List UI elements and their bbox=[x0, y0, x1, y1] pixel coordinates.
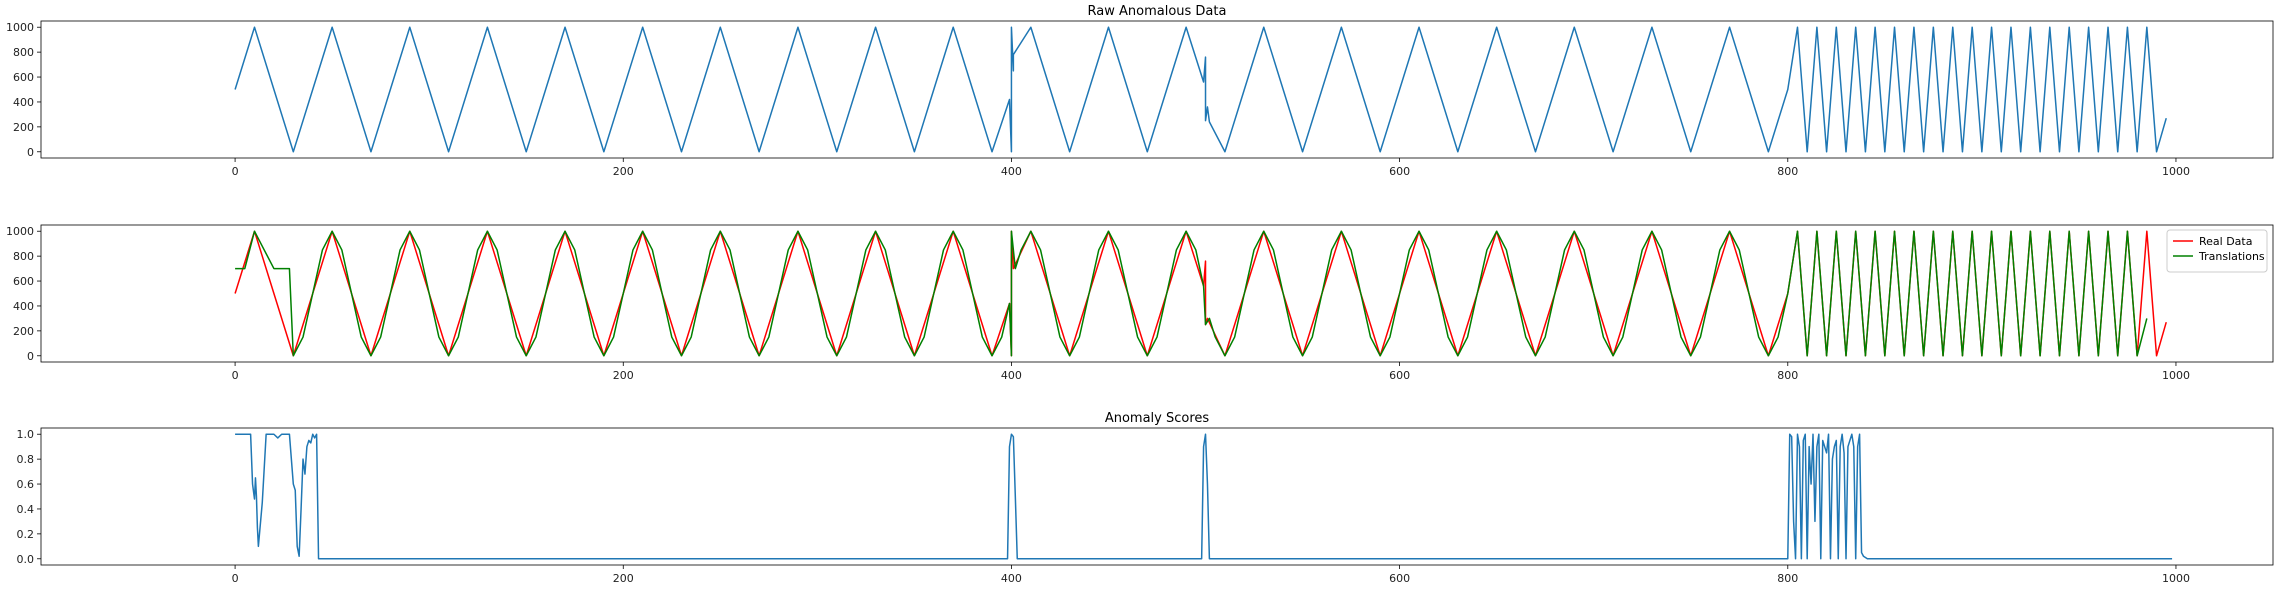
x-tick-label: 0 bbox=[232, 572, 239, 585]
x-tick-label: 800 bbox=[1777, 572, 1798, 585]
y-tick-label: 200 bbox=[13, 325, 34, 338]
y-tick-label: 1000 bbox=[6, 21, 34, 34]
x-tick-label: 400 bbox=[1001, 369, 1022, 382]
y-tick-label: 0 bbox=[27, 350, 34, 363]
axes-frame bbox=[40, 20, 2274, 159]
legend-label: Translations bbox=[2198, 250, 2265, 263]
x-tick-label: 1000 bbox=[2162, 572, 2190, 585]
chart-title: Anomaly Scores bbox=[1105, 411, 1210, 426]
y-tick-label: 0.8 bbox=[17, 453, 35, 466]
y-tick-label: 1000 bbox=[6, 225, 34, 238]
x-tick-label: 400 bbox=[1001, 572, 1022, 585]
y-tick-label: 800 bbox=[13, 46, 34, 59]
chart-title: Raw Anomalous Data bbox=[1088, 4, 1227, 19]
x-tick-label: 200 bbox=[613, 572, 634, 585]
series-line-translations bbox=[235, 230, 2148, 357]
x-tick-label: 600 bbox=[1389, 369, 1410, 382]
subplot-3: 0 200 400 600 800 1000 0.0 0.2 0.4 0.6 0.8 1.0 Anoma… bbox=[17, 411, 2274, 585]
x-tick-label: 800 bbox=[1777, 165, 1798, 178]
y-tick-label: 800 bbox=[13, 250, 34, 263]
y-tick-label: 0.4 bbox=[17, 503, 35, 516]
x-tick-label: 0 bbox=[232, 165, 239, 178]
y-tick-label: 0.2 bbox=[17, 528, 35, 541]
y-tick-label: 0 bbox=[27, 146, 34, 159]
y-tick-label: 200 bbox=[13, 121, 34, 134]
x-tick-label: 600 bbox=[1389, 165, 1410, 178]
y-tick-label: 1.0 bbox=[17, 428, 35, 441]
x-tick-label: 1000 bbox=[2162, 369, 2190, 382]
legend: Real Data Translations bbox=[2166, 229, 2268, 273]
x-tick-label: 400 bbox=[1001, 165, 1022, 178]
x-tick-label: 600 bbox=[1389, 572, 1410, 585]
y-tick-label: 400 bbox=[13, 96, 34, 109]
subplot-1: 0 200 400 600 800 1000 0 200 400 600 800 1000 Raw An… bbox=[6, 4, 2274, 178]
x-tick-label: 800 bbox=[1777, 369, 1798, 382]
x-tick-label: 1000 bbox=[2162, 165, 2190, 178]
subplot-2: 0 200 400 600 800 1000 0 200 400 600 800 1000 Real D… bbox=[6, 224, 2274, 382]
x-tick-label: 200 bbox=[613, 369, 634, 382]
series-line-1 bbox=[235, 433, 2173, 560]
x-tick-label: 200 bbox=[613, 165, 634, 178]
axes-frame bbox=[40, 427, 2274, 566]
y-tick-label: 0.0 bbox=[17, 553, 35, 566]
y-tick-label: 400 bbox=[13, 300, 34, 313]
y-tick-label: 600 bbox=[13, 71, 34, 84]
y-tick-label: 600 bbox=[13, 275, 34, 288]
series-line-1 bbox=[234, 26, 2167, 153]
axes-frame bbox=[40, 224, 2274, 363]
y-tick-label: 0.6 bbox=[17, 478, 35, 491]
legend-label: Real Data bbox=[2199, 235, 2252, 248]
x-tick-label: 0 bbox=[232, 369, 239, 382]
